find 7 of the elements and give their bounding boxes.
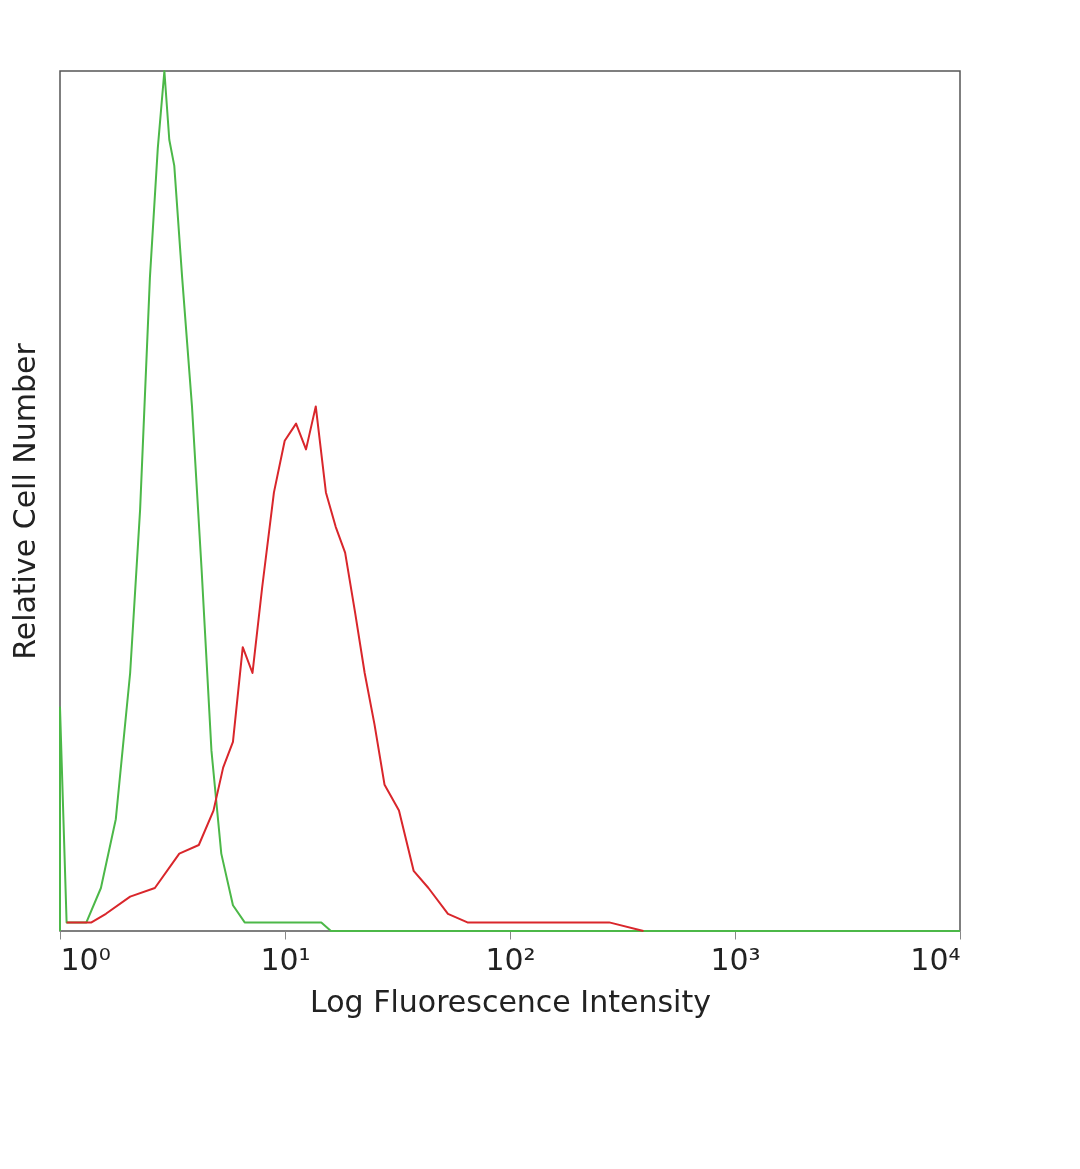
x-tick-label: 10² — [485, 941, 536, 977]
x-tick-label: 10⁰ — [60, 941, 111, 977]
x-tick-label: 10¹ — [260, 941, 311, 977]
x-axis-title: Log Fluorescence Intensity — [310, 983, 711, 1019]
y-axis-title: Relative Cell Number — [6, 342, 42, 660]
x-tick-label: 10⁴ — [910, 941, 961, 977]
x-tick-label: 10³ — [710, 941, 761, 977]
